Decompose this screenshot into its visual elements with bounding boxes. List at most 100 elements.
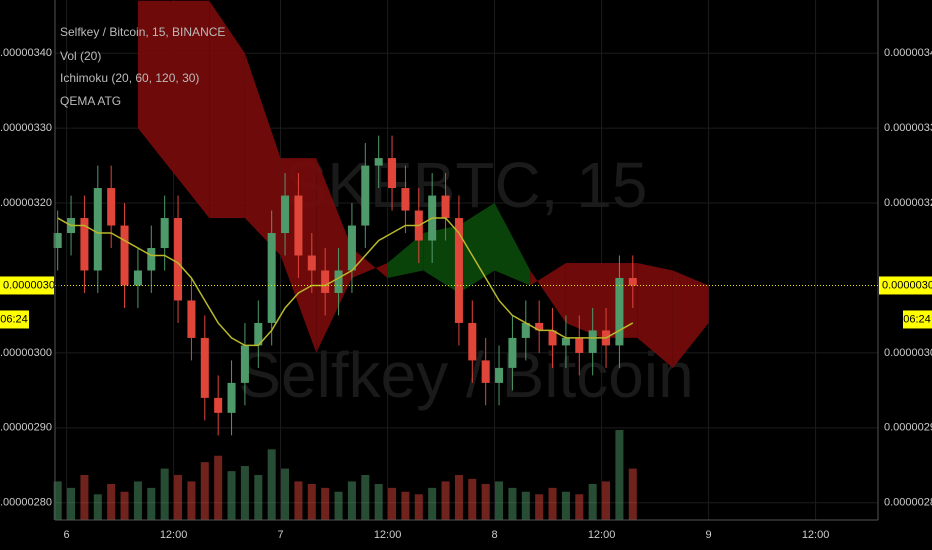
plot: SKEBTC, 15 Selfkey / Bitcoin: [53, 0, 878, 520]
candle-body: [187, 300, 196, 338]
candle-body: [575, 337, 584, 353]
volume-bar: [401, 491, 410, 520]
y-tick-label: 0.00000330: [0, 122, 52, 134]
volume-bar: [521, 491, 530, 520]
candle-body: [535, 322, 544, 331]
candle-body: [334, 270, 343, 293]
volume-bar: [588, 484, 597, 520]
candle-body: [120, 225, 129, 286]
candle-body: [481, 360, 490, 383]
volume-bar: [602, 481, 611, 520]
candle-body: [200, 337, 209, 398]
volume-bar: [347, 481, 356, 520]
candle-body: [548, 330, 557, 346]
candle-body: [267, 233, 276, 323]
legend-qema: QEMA ATG: [60, 94, 121, 108]
volume-bar: [307, 484, 316, 520]
volume-bar: [281, 468, 290, 520]
volume-bar: [53, 481, 62, 520]
volume-bar: [414, 494, 423, 520]
candle-body: [254, 322, 263, 346]
y-tick-label-right: 0.00000330: [884, 122, 932, 134]
volume-bar: [67, 487, 76, 520]
candle-body: [628, 277, 637, 286]
candle-body: [388, 158, 397, 189]
x-tick-label: 6: [64, 529, 70, 541]
cloud-segment: [137, 0, 174, 174]
cloud-segment: [637, 262, 673, 368]
candle-body: [508, 337, 517, 368]
y-tick-label: 0.00000290: [0, 422, 52, 434]
candle-body: [561, 337, 570, 346]
x-tick-label: 12:00: [588, 529, 616, 541]
countdown-tag: [0, 310, 29, 329]
candle-body: [454, 218, 463, 323]
y-tick-label: 0.00000340: [0, 47, 52, 59]
x-tick-label: 8: [492, 529, 498, 541]
candle-body: [441, 195, 450, 219]
cloud-segment: [351, 248, 388, 278]
volume-bar: [107, 484, 116, 520]
volume-bar: [481, 484, 490, 520]
candle-body: [240, 345, 249, 383]
volume-bar: [508, 487, 517, 520]
volume-bar: [495, 481, 504, 520]
candle-body: [521, 322, 530, 338]
price-tag-label: 0.00000309: [882, 279, 932, 291]
volume-bar: [227, 471, 236, 520]
legend-title: Selfkey / Bitcoin, 15, BINANCE: [60, 25, 225, 39]
volume-bar: [80, 475, 89, 520]
candle-body: [615, 277, 624, 346]
countdown-label: 06:24: [903, 313, 931, 325]
volume-bar: [628, 468, 637, 520]
countdown-tag: [903, 310, 932, 329]
candle-body: [107, 188, 116, 226]
candle-body: [347, 225, 356, 271]
candle-body: [361, 165, 370, 226]
watermark: Selfkey / Bitcoin: [238, 339, 693, 411]
y-tick-label-right: 0.00000320: [884, 197, 932, 209]
legend-ichimoku: Ichimoku (20, 60, 120, 30): [60, 71, 199, 85]
x-tick-label: 12:00: [374, 529, 402, 541]
x-tick-label: 9: [706, 529, 712, 541]
candle-body: [495, 367, 504, 383]
volume-bar: [147, 487, 156, 520]
x-tick-label: 12:00: [160, 529, 188, 541]
candle-body: [321, 270, 330, 293]
candle-body: [80, 218, 89, 271]
candle-body: [160, 218, 169, 249]
candle-body: [147, 248, 156, 271]
volume-bar: [240, 466, 249, 520]
y-tick-label-right: 0.00000340: [884, 47, 932, 59]
volume-bar: [160, 468, 169, 520]
volume-bar: [120, 491, 129, 520]
candle-body: [401, 188, 410, 211]
candle-body: [588, 330, 597, 353]
volume-bar: [454, 475, 463, 520]
cloud-segment: [494, 203, 531, 286]
y-tick-label-right: 0.00000300: [884, 347, 932, 359]
volume-bar: [388, 487, 397, 520]
price-tag: [879, 276, 932, 295]
countdown-label: 06:24: [0, 313, 28, 325]
cloud-segment: [173, 0, 210, 219]
volume-bar: [361, 475, 370, 520]
legend-volume: Vol (20): [60, 49, 101, 63]
y-tick-label-right: 0.00000280: [884, 497, 932, 509]
candle-body: [281, 195, 290, 234]
volume-bar: [334, 491, 343, 520]
volume-bar: [187, 481, 196, 520]
volume-bar: [374, 484, 383, 520]
y-tick-label: 0.00000300: [0, 347, 52, 359]
indicator-line: [57, 217, 634, 347]
x-tick-label: 7: [278, 529, 284, 541]
cloud-segment: [672, 270, 709, 368]
volume-bar: [214, 455, 223, 520]
volume-bar: [428, 487, 437, 520]
y-tick-label: 0.00000320: [0, 197, 52, 209]
volume-bar: [535, 494, 544, 520]
y-tick-label: 0.00000280: [0, 497, 52, 509]
x-tick-label: 12:00: [802, 529, 830, 541]
